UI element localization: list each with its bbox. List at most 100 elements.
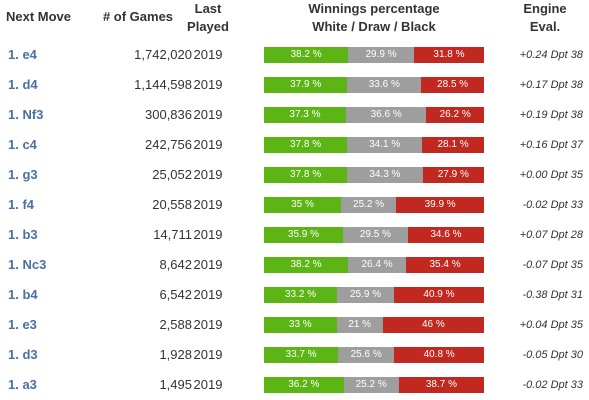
winnings-bar[interactable]: 35 % 25.2 % 39.9 % [264,197,484,213]
move-link[interactable]: 1. f4 [8,197,35,212]
move-link[interactable]: 1. g3 [8,167,38,182]
engine-eval: +0.00 Dpt 35 [519,169,583,181]
black-win-segment: 31.8 % [413,47,484,63]
table-row: 1. b3 14,711 2019 35.9 % 29.5 % 34.6 % +… [0,220,589,250]
table-row: 1. Nc3 8,642 2019 38.2 % 26.4 % 35.4 % -… [0,250,589,280]
games-count: 6,542 [159,287,192,302]
last-played-year: 2019 [193,257,223,272]
games-count: 1,928 [159,347,192,362]
winnings-bar[interactable]: 33 % 21 % 46 % [264,317,484,333]
move-link[interactable]: 1. a3 [8,377,37,392]
last-played-year: 2019 [193,287,223,302]
draw-segment: 21 % [336,317,383,333]
winnings-bar[interactable]: 33.7 % 25.6 % 40.8 % [264,347,484,363]
winnings-bar[interactable]: 38.2 % 29.9 % 31.8 % [264,47,484,63]
header-next-move: Next Move [6,9,72,24]
white-win-segment: 33.2 % [264,287,338,303]
draw-segment: 25.9 % [337,287,394,303]
table-row: 1. f4 20,558 2019 35 % 25.2 % 39.9 % -0.… [0,190,589,220]
table-row: 1. d4 1,144,598 2019 37.9 % 33.6 % 28.5 … [0,70,589,100]
games-count: 242,756 [145,137,192,152]
header-last-played-line1: Last [194,1,222,16]
table-row: 1. e4 1,742,020 2019 38.2 % 29.9 % 31.8 … [0,40,589,70]
engine-eval: -0.02 Dpt 33 [522,199,583,211]
engine-eval: +0.16 Dpt 37 [519,139,583,151]
draw-segment: 36.6 % [345,107,427,123]
winnings-bar[interactable]: 37.3 % 36.6 % 26.2 % [264,107,484,123]
white-win-segment: 37.3 % [264,107,346,123]
move-link[interactable]: 1. Nc3 [8,257,47,272]
table-row: 1. Nf3 300,836 2019 37.3 % 36.6 % 26.2 %… [0,100,589,130]
move-link[interactable]: 1. e4 [8,47,37,62]
move-link[interactable]: 1. e3 [8,317,37,332]
draw-segment: 26.4 % [348,257,407,273]
moves-table-body: 1. e4 1,742,020 2019 38.2 % 29.9 % 31.8 … [0,40,589,400]
draw-segment: 25.6 % [338,347,395,363]
white-win-segment: 35.9 % [264,227,343,243]
table-row: 1. a3 1,495 2019 36.2 % 25.2 % 38.7 % -0… [0,370,589,400]
move-link[interactable]: 1. Nf3 [8,107,44,122]
white-win-segment: 37.9 % [264,77,348,93]
table-row: 1. d3 1,928 2019 33.7 % 25.6 % 40.8 % -0… [0,340,589,370]
engine-eval: +0.24 Dpt 38 [519,49,583,61]
draw-segment: 25.2 % [343,377,399,393]
games-count: 8,642 [159,257,192,272]
winnings-bar[interactable]: 36.2 % 25.2 % 38.7 % [264,377,484,393]
last-played-year: 2019 [193,347,223,362]
draw-segment: 29.5 % [342,227,408,243]
table-row: 1. c4 242,756 2019 37.8 % 34.1 % 28.1 % … [0,130,589,160]
games-count: 14,711 [153,227,192,242]
move-link[interactable]: 1. d4 [8,77,38,92]
header-number-of-games: # of Games [102,9,174,24]
header-last-played: Last Played [178,0,238,36]
black-win-segment: 28.5 % [421,77,484,93]
draw-segment: 25.2 % [340,197,397,213]
last-played-year: 2019 [193,197,223,212]
last-played-year: 2019 [193,107,223,122]
games-count: 1,495 [159,377,192,392]
header-winnings-line1: Winnings percentage [308,1,440,16]
winnings-bar[interactable]: 37.8 % 34.3 % 27.9 % [264,167,484,183]
white-win-segment: 36.2 % [264,377,344,393]
draw-segment: 34.3 % [347,167,423,183]
white-win-segment: 35 % [264,197,341,213]
engine-eval: -0.02 Dpt 33 [522,379,583,391]
move-link[interactable]: 1. b4 [8,287,38,302]
games-count: 20,558 [152,197,192,212]
games-count: 2,588 [159,317,192,332]
black-win-segment: 28.1 % [422,137,484,153]
white-win-segment: 33 % [264,317,337,333]
white-win-segment: 37.8 % [264,137,348,153]
last-played-year: 2019 [193,167,223,182]
winnings-bar[interactable]: 38.2 % 26.4 % 35.4 % [264,257,484,273]
move-link[interactable]: 1. d3 [8,347,38,362]
black-win-segment: 40.9 % [394,287,484,303]
black-win-segment: 40.8 % [394,347,484,363]
header-engine-line1: Engine [523,1,567,16]
black-win-segment: 35.4 % [406,257,484,273]
black-win-segment: 27.9 % [422,167,484,183]
winnings-bar[interactable]: 37.8 % 34.1 % 28.1 % [264,137,484,153]
last-played-year: 2019 [193,317,223,332]
white-win-segment: 38.2 % [264,47,349,63]
last-played-year: 2019 [193,47,223,62]
games-count: 1,742,020 [134,47,192,62]
black-win-segment: 34.6 % [407,227,484,243]
move-link[interactable]: 1. c4 [8,137,37,152]
header-engine-eval: Engine Eval. [506,0,584,36]
header-winnings-percentage: Winnings percentage White / Draw / Black [262,0,486,36]
header-engine-line2: Eval. [529,19,561,34]
last-played-year: 2019 [193,227,223,242]
move-link[interactable]: 1. b3 [8,227,38,242]
header-last-played-line2: Played [187,19,229,34]
black-win-segment: 26.2 % [426,107,484,123]
black-win-segment: 38.7 % [398,377,484,393]
engine-eval: -0.07 Dpt 35 [522,259,583,271]
white-win-segment: 33.7 % [264,347,339,363]
winnings-bar[interactable]: 35.9 % 29.5 % 34.6 % [264,227,484,243]
winnings-bar[interactable]: 37.9 % 33.6 % 28.5 % [264,77,484,93]
winnings-bar[interactable]: 33.2 % 25.9 % 40.9 % [264,287,484,303]
white-win-segment: 37.8 % [264,167,348,183]
draw-segment: 29.9 % [348,47,414,63]
last-played-year: 2019 [193,77,223,92]
